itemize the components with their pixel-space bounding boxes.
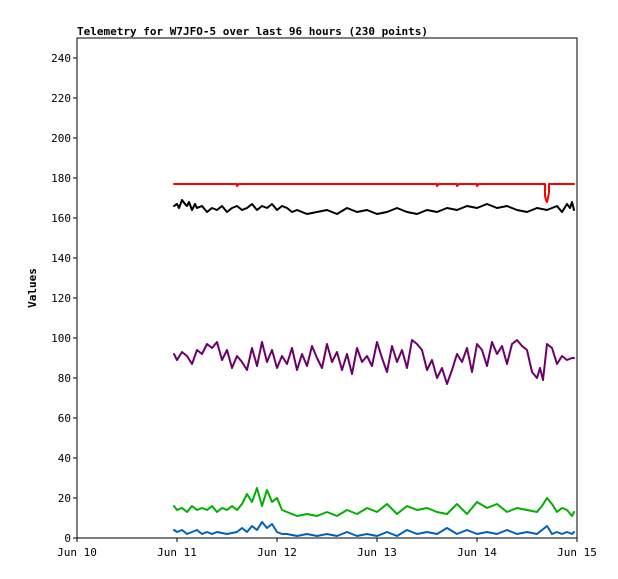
x-tick-label: Jun 13 <box>357 546 397 559</box>
x-tick-label: Jun 12 <box>257 546 297 559</box>
y-tick-label: 120 <box>51 292 71 305</box>
y-tick-label: 40 <box>58 452 71 465</box>
series-line-5 <box>173 521 575 537</box>
y-axis-title: Values <box>26 268 39 308</box>
x-tick-label: Jun 10 <box>57 546 97 559</box>
series-line-4 <box>173 487 575 517</box>
y-tick-label: 60 <box>58 412 71 425</box>
y-tick-label: 240 <box>51 52 71 65</box>
series-lines <box>173 183 575 537</box>
y-tick-label: 80 <box>58 372 71 385</box>
series-line-3 <box>173 339 575 385</box>
chart-title: Telemetry for W7JFO-5 over last 96 hours… <box>77 25 428 38</box>
y-tick-label: 160 <box>51 212 71 225</box>
y-axis: 0 20 40 60 80 100 120 140 160 180 200 220 240 <box>51 52 77 545</box>
y-tick-label: 100 <box>51 332 71 345</box>
series-line-1 <box>173 183 575 203</box>
plot-frame <box>76 37 578 539</box>
x-axis: Jun 10 Jun 11 Jun 12 Jun 13 Jun 14 Jun 15 <box>57 538 597 559</box>
x-tick-label: Jun 14 <box>457 546 497 559</box>
y-tick-label: 0 <box>64 532 71 545</box>
x-tick-label: Jun 11 <box>157 546 197 559</box>
y-tick-label: 20 <box>58 492 71 505</box>
series-line-2 <box>173 199 575 215</box>
y-tick-label: 200 <box>51 132 71 145</box>
y-tick-label: 220 <box>51 92 71 105</box>
y-tick-label: 140 <box>51 252 71 265</box>
x-tick-label: Jun 15 <box>557 546 597 559</box>
y-tick-label: 180 <box>51 172 71 185</box>
